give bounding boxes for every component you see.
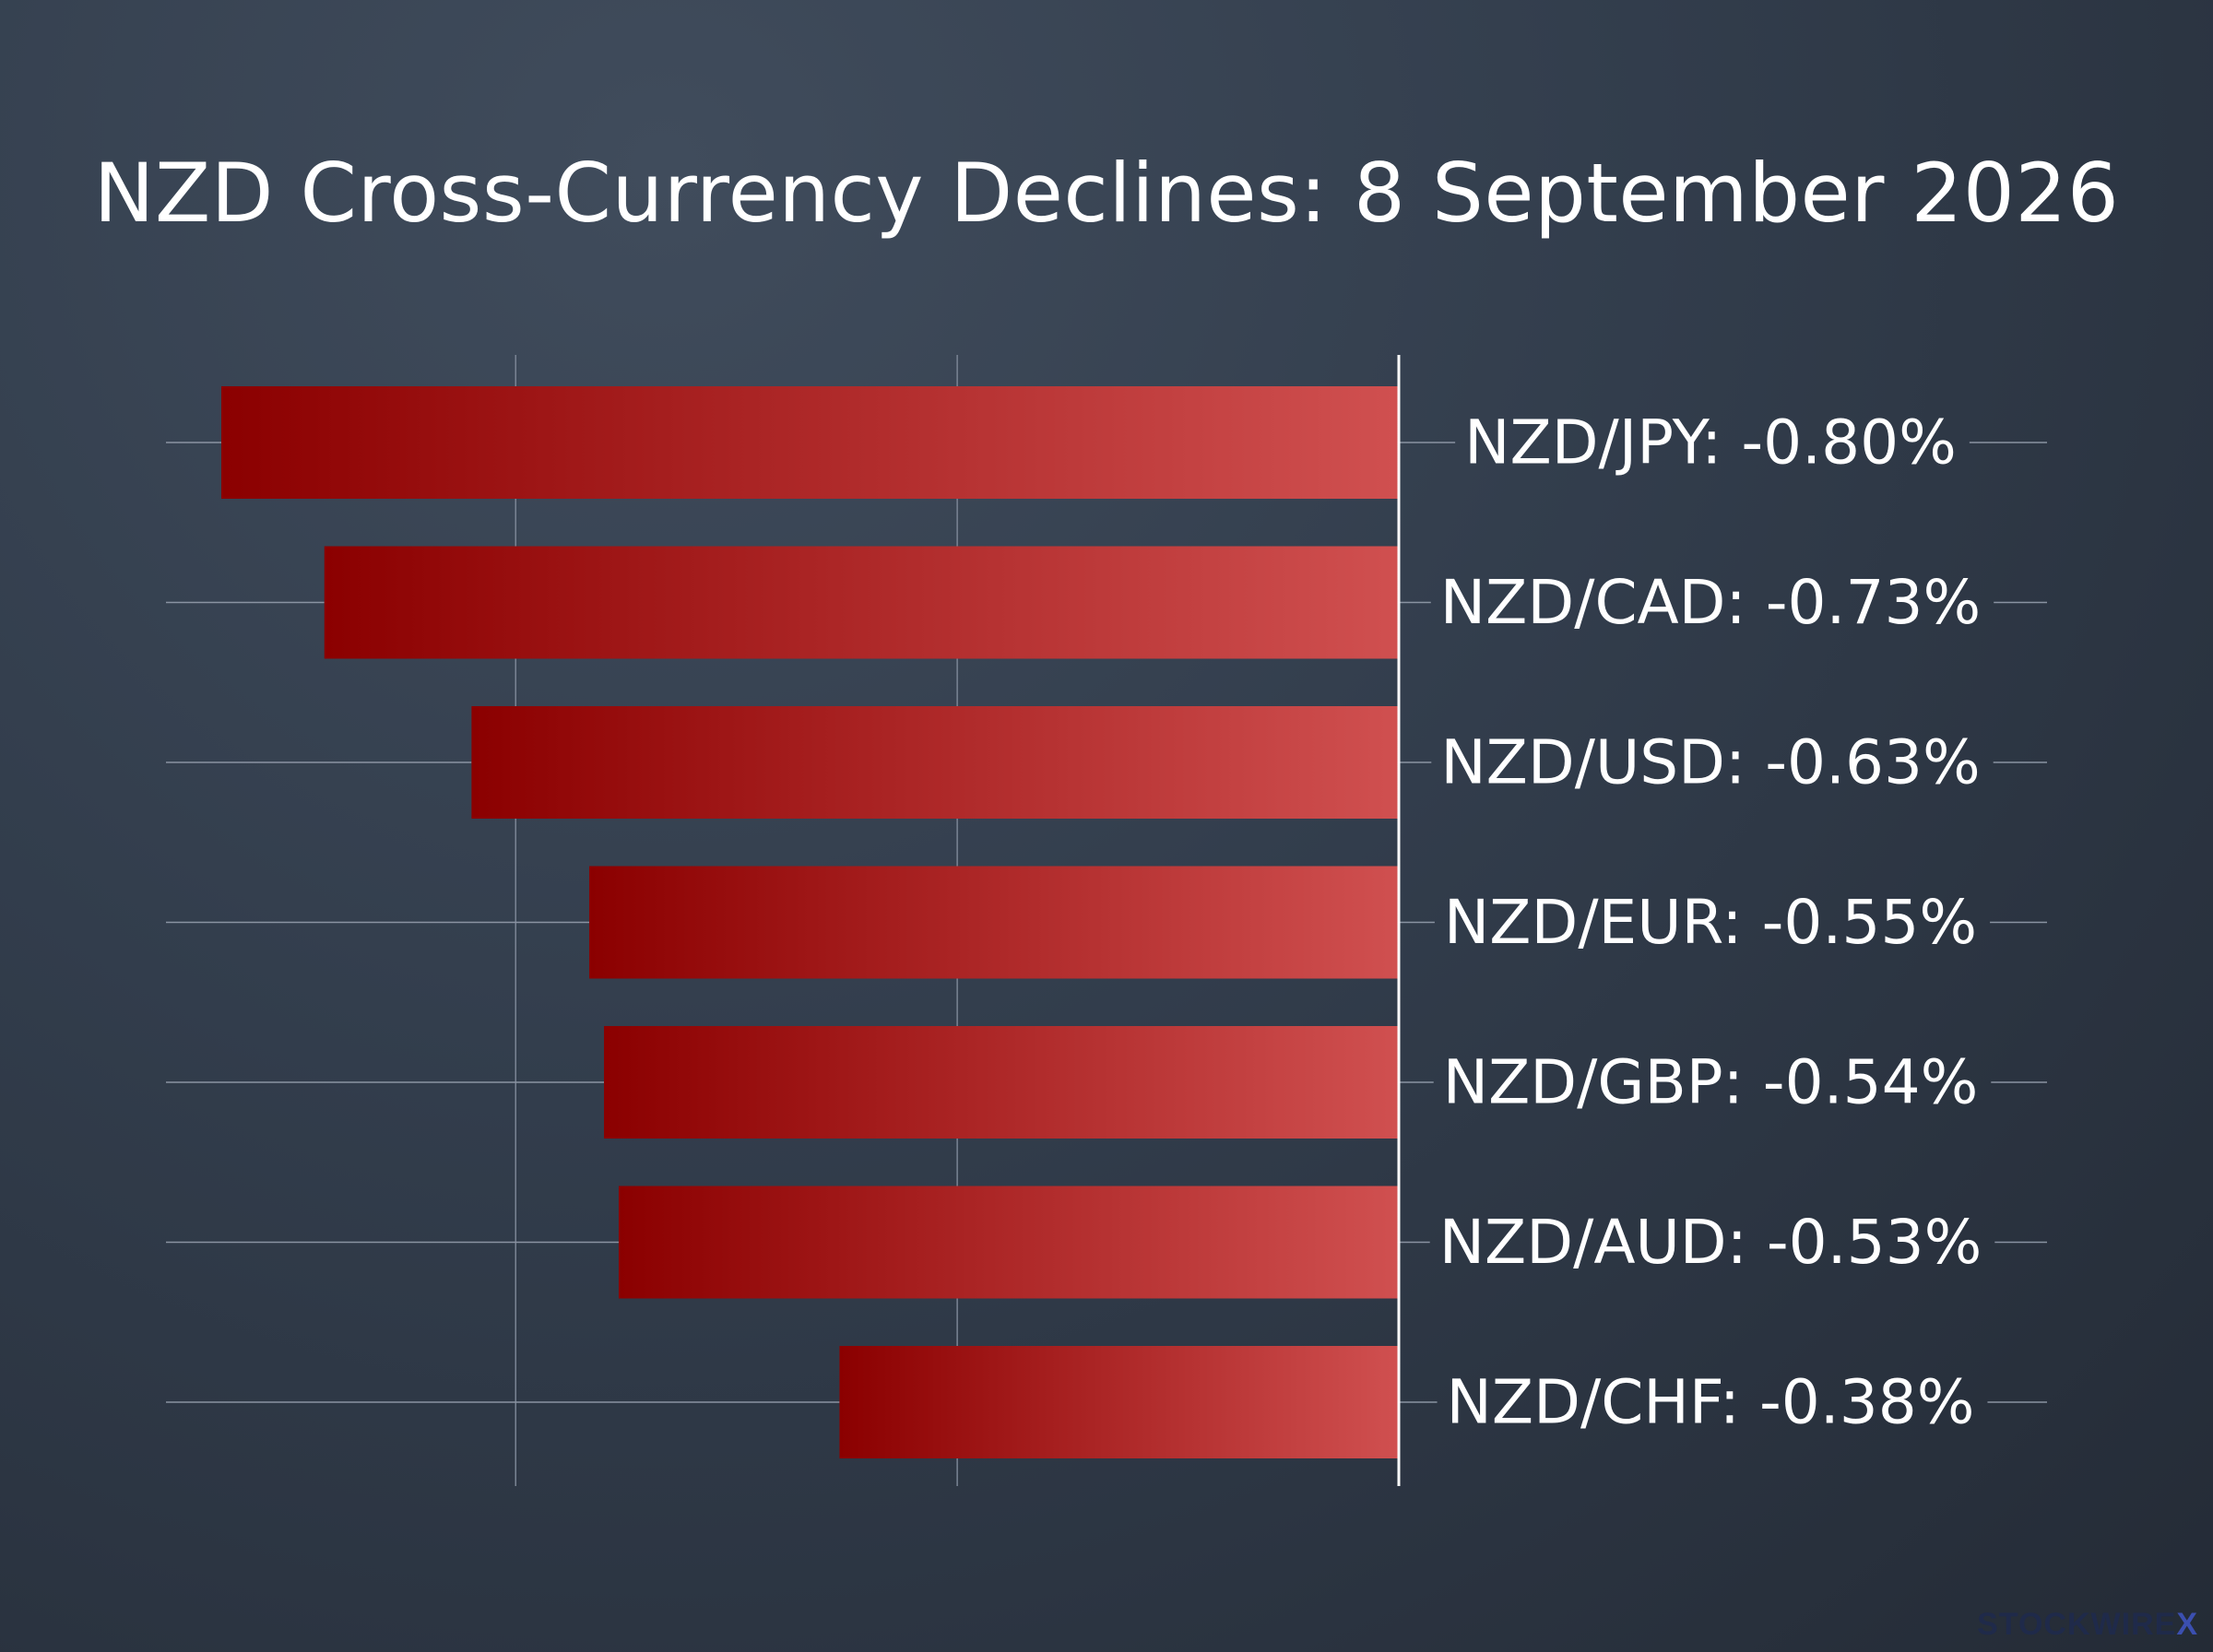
chart-title: NZD Cross-Currency Declines: 8 September… (93, 146, 2120, 241)
bar-nzd-gbp (604, 1026, 1399, 1139)
bar-nzd-cad (324, 546, 1399, 659)
watermark-logo: STOCKWIREX (1977, 1607, 2198, 1642)
bar-label-nzd-eur: NZD/EUR: -0.55% (1444, 887, 1977, 958)
row-guide-lines (166, 442, 2047, 1403)
bar-label-nzd-jpy: NZD/JPY: -0.80% (1464, 407, 1957, 478)
bars (221, 386, 1399, 1458)
bar-nzd-eur (589, 866, 1399, 979)
bar-labels: NZD/JPY: -0.80% NZD/CAD: -0.73% NZD/USD: -… (1439, 407, 1982, 1438)
bar-nzd-chf (839, 1346, 1399, 1458)
bar-nzd-aud (618, 1186, 1399, 1299)
bar-nzd-jpy (221, 386, 1399, 499)
bar-label-nzd-cad: NZD/CAD: -0.73% (1440, 567, 1981, 638)
bar-label-nzd-chf: NZD/CHF: -0.38% (1447, 1367, 1975, 1438)
bar-nzd-usd (471, 706, 1399, 819)
bar-label-nzd-usd: NZD/USD: -0.63% (1440, 727, 1980, 798)
bar-label-nzd-gbp: NZD/GBP: -0.54% (1443, 1047, 1979, 1118)
bar-label-nzd-aud: NZD/AUD: -0.53% (1439, 1207, 1982, 1278)
